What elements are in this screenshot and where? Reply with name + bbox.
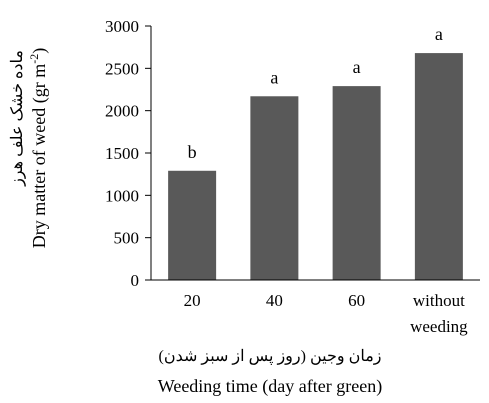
x-tick-label: 40	[266, 291, 283, 310]
y-axis-title-base: Dry matter of weed (gr m	[29, 64, 50, 248]
y-axis-title-close: )	[29, 48, 50, 54]
x-tick-label: 20	[184, 291, 201, 310]
x-axis-title-persian: زمان وجین (روز پس از سبز شدن)	[158, 348, 381, 365]
data-label: a	[435, 24, 443, 44]
y-tick-label: 1500	[105, 144, 139, 163]
y-tick-label: 500	[114, 229, 140, 248]
data-label: b	[188, 142, 197, 162]
y-tick-label: 1000	[105, 186, 139, 205]
x-tick-label: weeding	[410, 317, 468, 336]
y-tick-label: 3000	[105, 17, 139, 36]
x-axis-title: Weeding time (day after green)	[158, 376, 382, 397]
x-axis: 20 40 60 without weeding	[151, 279, 480, 336]
y-tick-label: 0	[131, 271, 140, 290]
data-label: a	[270, 67, 278, 87]
y-axis: 0 500 1000 1500 2000 2500 3000	[105, 17, 152, 290]
data-label: a	[353, 57, 361, 77]
x-tick-label: without	[413, 291, 465, 310]
bars: b a a a	[168, 24, 463, 280]
bar	[168, 170, 217, 280]
y-axis-title: Dry matter of weed (gr m-2)	[27, 48, 50, 248]
y-axis-title-persian: ماده خشک علف هرز	[9, 50, 26, 187]
bar	[414, 53, 463, 280]
x-tick-label: 60	[348, 291, 365, 310]
y-axis-title-superscript: -2	[27, 54, 41, 64]
y-tick-label: 2000	[105, 102, 139, 121]
y-tick-label: 2500	[105, 59, 139, 78]
bar	[250, 96, 299, 280]
bar	[332, 86, 381, 280]
